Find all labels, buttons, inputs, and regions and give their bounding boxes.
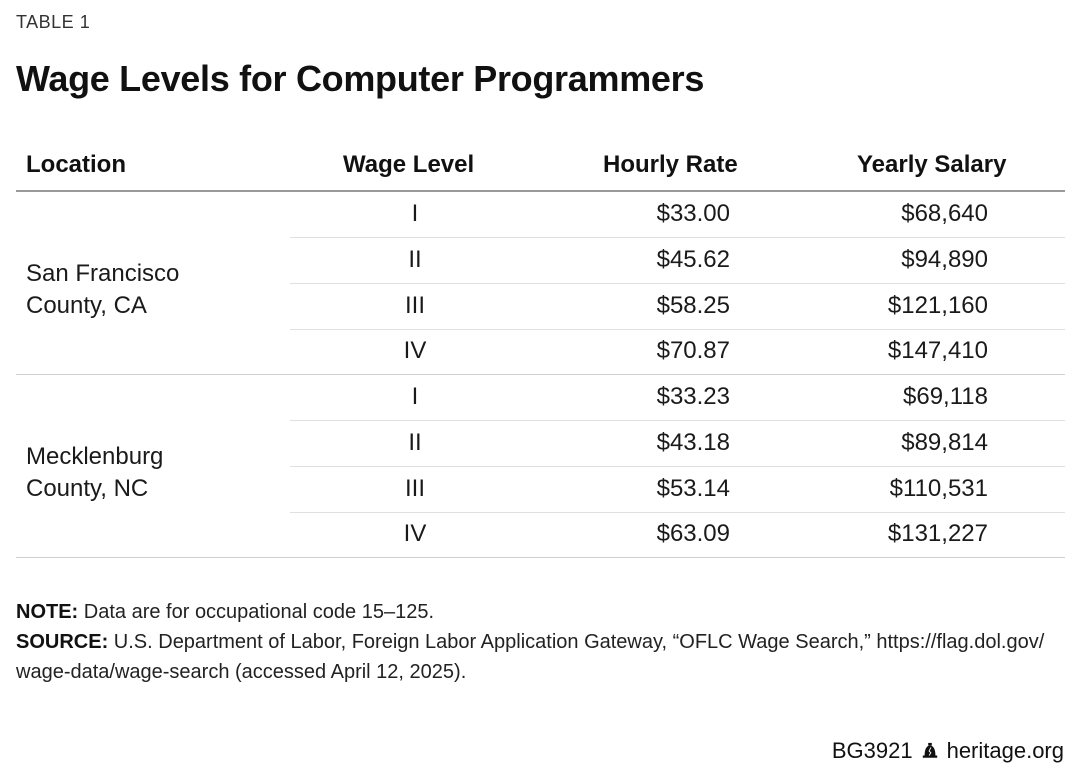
table-group-san-francisco: San Francisco County, CA I $33.00 $68,64… <box>16 192 1065 374</box>
yearly-salary-cell: $69,118 <box>903 383 988 410</box>
column-header-location: Location <box>26 151 126 178</box>
wage-level-cell: II <box>408 429 422 456</box>
table-row: I $33.00 $68,640 <box>290 192 1065 238</box>
table-row: III $58.25 $121,160 <box>290 284 1065 330</box>
location-line: Mecklenburg <box>26 443 164 470</box>
table-row: II $45.62 $94,890 <box>290 238 1065 284</box>
yearly-salary-cell: $89,814 <box>901 429 988 456</box>
location-label: Mecklenburg County, NC <box>26 441 286 505</box>
hourly-rate-cell: $53.14 <box>656 475 730 502</box>
source-line: SOURCE: U.S. Department of Labor, Foreig… <box>16 627 1066 687</box>
wage-level-cell: IV <box>403 337 427 364</box>
hourly-rate-cell: $43.18 <box>656 429 730 456</box>
yearly-salary-cell: $147,410 <box>887 337 988 364</box>
table-row: III $53.14 $110,531 <box>290 467 1065 513</box>
wage-level-cell: IV <box>403 520 427 547</box>
site-name: heritage.org <box>946 738 1064 763</box>
wage-level-cell: II <box>408 246 422 273</box>
table-row: IV $70.87 $147,410 <box>290 329 1065 374</box>
hourly-rate-cell: $58.25 <box>656 292 730 319</box>
yearly-salary-cell: $94,890 <box>901 246 988 273</box>
location-line: San Francisco <box>26 260 180 287</box>
column-header-wage-level: Wage Level <box>343 151 475 178</box>
table-row: II $43.18 $89,814 <box>290 421 1065 467</box>
wage-level-cell: III <box>404 475 425 502</box>
note-text: Data are for occupational code 15–125. <box>78 601 435 623</box>
column-header-hourly-rate: Hourly Rate <box>603 151 738 178</box>
wage-table: Location Wage Level Hourly Rate Yearly S… <box>16 140 1065 558</box>
table-header: Location Wage Level Hourly Rate Yearly S… <box>16 140 1065 192</box>
hourly-rate-cell: $70.87 <box>656 337 730 364</box>
note-line: NOTE: Data are for occupational code 15–… <box>16 597 1066 627</box>
location-line: County, CA <box>26 292 147 319</box>
source-text: U.S. Department of Labor, Foreign Labor … <box>16 631 1045 683</box>
table-eyebrow: TABLE 1 <box>16 12 91 32</box>
yearly-salary-cell: $68,640 <box>901 200 988 227</box>
location-label: San Francisco County, CA <box>26 258 286 322</box>
page-title: Wage Levels for Computer Programmers <box>16 58 705 99</box>
source-label: SOURCE: <box>16 631 109 653</box>
table-notes: NOTE: Data are for occupational code 15–… <box>16 597 1066 687</box>
yearly-salary-cell: $110,531 <box>889 475 988 502</box>
table-row: IV $63.09 $131,227 <box>290 512 1065 557</box>
yearly-salary-cell: $131,227 <box>887 520 988 547</box>
table-row: I $33.23 $69,118 <box>290 375 1065 421</box>
report-code: BG3921 <box>831 738 913 763</box>
hourly-rate-cell: $45.62 <box>656 246 730 273</box>
wage-level-cell: III <box>404 292 425 319</box>
hourly-rate-cell: $33.23 <box>656 383 730 410</box>
hourly-rate-cell: $63.09 <box>656 520 730 547</box>
location-line: County, NC <box>26 475 149 502</box>
note-label: NOTE: <box>16 601 79 623</box>
liberty-bell-icon <box>922 742 937 758</box>
footer-credit: BG3921 heritage.org <box>832 738 1064 764</box>
wage-level-cell: I <box>411 383 419 410</box>
table-group-mecklenburg: Mecklenburg County, NC I $33.23 $69,118 … <box>16 374 1065 558</box>
yearly-salary-cell: $121,160 <box>887 292 988 319</box>
hourly-rate-cell: $33.00 <box>656 200 730 227</box>
wage-level-cell: I <box>411 200 419 227</box>
column-header-yearly-salary: Yearly Salary <box>857 151 1007 178</box>
